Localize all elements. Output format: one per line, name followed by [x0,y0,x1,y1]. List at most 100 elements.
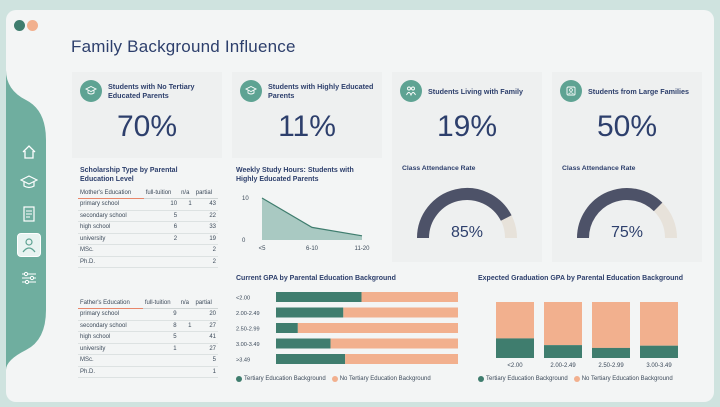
table-row: secondary school 5 22 [78,210,218,222]
count-cell: 33 [193,221,218,234]
y-tick-label: >3.49 [236,358,250,364]
count-cell: 2 [143,233,180,245]
count-cell: 1 [178,320,194,332]
table-row: MSc. 5 [78,354,218,367]
count-cell: 20 [193,308,218,321]
y-tick-label: 2.50-2.99 [236,327,260,333]
education-level-cell: high school [78,221,144,234]
count-cell [179,256,194,268]
count-cell: 6 [143,221,180,234]
bar-tertiary [276,307,344,318]
kpi-label: Students with No Tertiary Educated Paren… [108,82,195,100]
bar-no-tertiary [592,302,630,348]
count-cell: 27 [193,343,218,355]
window-dot-teal [14,20,25,31]
family-icon [560,80,582,102]
nav-document-icon[interactable] [17,202,41,226]
count-cell: 5 [193,354,218,367]
count-cell: 41 [193,331,218,344]
y-tick-label: <2.00 [236,296,250,302]
column-header: n/a [178,298,194,309]
education-level-cell: MSc. [78,244,144,257]
study-hours-title: Weekly Study Hours: Students with Highly… [236,167,354,183]
count-cell: 2 [193,244,218,257]
kpi-card-large-families: Students from Large Families 50% Class A… [552,72,702,262]
education-level-cell: primary school [78,198,144,211]
count-cell: 1 [179,198,194,211]
attendance-gauge [577,188,677,239]
education-level-cell: university [78,343,143,355]
count-cell: 9 [142,308,179,321]
bar-tertiary [276,354,346,364]
table-row: Ph.D. 1 [78,366,218,378]
x-tick-label: 11-20 [355,246,371,252]
nav-family-icon[interactable] [17,233,41,257]
current-gpa-chart: <2.00 2.00-2.49 2.50-2.99 3.00-3.49 >3.49 [236,292,458,364]
education-level-cell: Ph.D. [78,366,143,378]
count-cell [178,308,194,321]
family-icon [400,80,422,102]
sidebar-background [6,70,46,370]
count-cell [178,354,194,367]
graduation-cap-icon [80,80,102,102]
study-hours-chart: <5 6-10 11-20 0 10 [242,196,371,252]
table-row: Ph.D. 2 [78,256,218,268]
legend-label: Tertiary Education Background [244,376,326,382]
table-row: high school 5 41 [78,331,218,344]
x-tick-label: 3.00-3.49 [646,363,672,369]
kpi-label: Students with Highly Educated Parents [268,82,374,100]
column-header: Father's Education [78,298,143,309]
area-line [261,197,363,237]
kpi-card-no-tertiary: Students with No Tertiary Educated Paren… [72,72,222,158]
x-tick-label: 6-10 [306,246,319,252]
nav-home-icon[interactable] [17,140,41,164]
page-title: Family Background Influence [71,37,296,56]
kpi-value: 11% [278,110,336,143]
table-row: high school 6 33 [78,221,218,234]
count-cell [178,366,194,378]
dashboard-frame: Family Background Influence Students wit… [6,10,714,402]
x-tick-label: 2.50-2.99 [598,363,624,369]
count-cell [179,244,194,257]
table-row: primary school 9 20 [78,308,218,321]
table-row: university 1 27 [78,343,218,355]
table-row: primary school 10 1 43 [78,198,218,211]
bar-no-tertiary [361,292,458,302]
legend-swatch [236,376,242,382]
count-cell [142,366,179,378]
count-cell: 8 [142,320,179,332]
window-dots [14,18,40,36]
attendance-value: 85% [450,224,484,241]
x-tick-label: <5 [259,246,267,252]
kpi-value: 70% [116,110,178,143]
attendance-title: Class Attendance Rate [562,165,636,172]
area-series [262,198,362,240]
count-cell: 19 [193,233,218,245]
graduation-cap-icon [240,80,262,102]
bar-tertiary [276,292,362,302]
count-cell: 5 [142,331,179,344]
kpi-label: Students from Large Families [588,86,690,96]
legend-label: No Tertiary Education Background [339,376,431,382]
column-header: partial [193,188,218,199]
education-level-cell: Ph.D. [78,256,144,268]
count-cell [179,210,194,222]
bar-tertiary [592,347,630,358]
attendance-title: Class Attendance Rate [402,165,476,172]
count-cell: 5 [143,210,180,222]
bar-tertiary [640,345,678,358]
nav-sliders-icon[interactable] [17,266,41,290]
bar-no-tertiary [544,302,582,346]
table-row: secondary school 8 1 27 [78,320,218,332]
attendance-value: 75% [610,224,644,241]
x-tick-label: 2.00-2.49 [550,363,576,369]
column-header: full-tuition [143,188,180,199]
bar-no-tertiary [330,338,458,349]
scholarship-card: Scholarship Type by Parental Education L… [72,164,222,394]
education-level-cell: high school [78,331,143,344]
current-gpa-title: Current GPA by Parental Education Backgr… [236,275,396,282]
y-tick-label: 3.00-3.49 [236,342,260,348]
nav-graduation-cap-icon[interactable] [17,170,41,194]
legend-label: Tertiary Education Background [486,376,568,382]
bar-no-tertiary [345,354,458,364]
